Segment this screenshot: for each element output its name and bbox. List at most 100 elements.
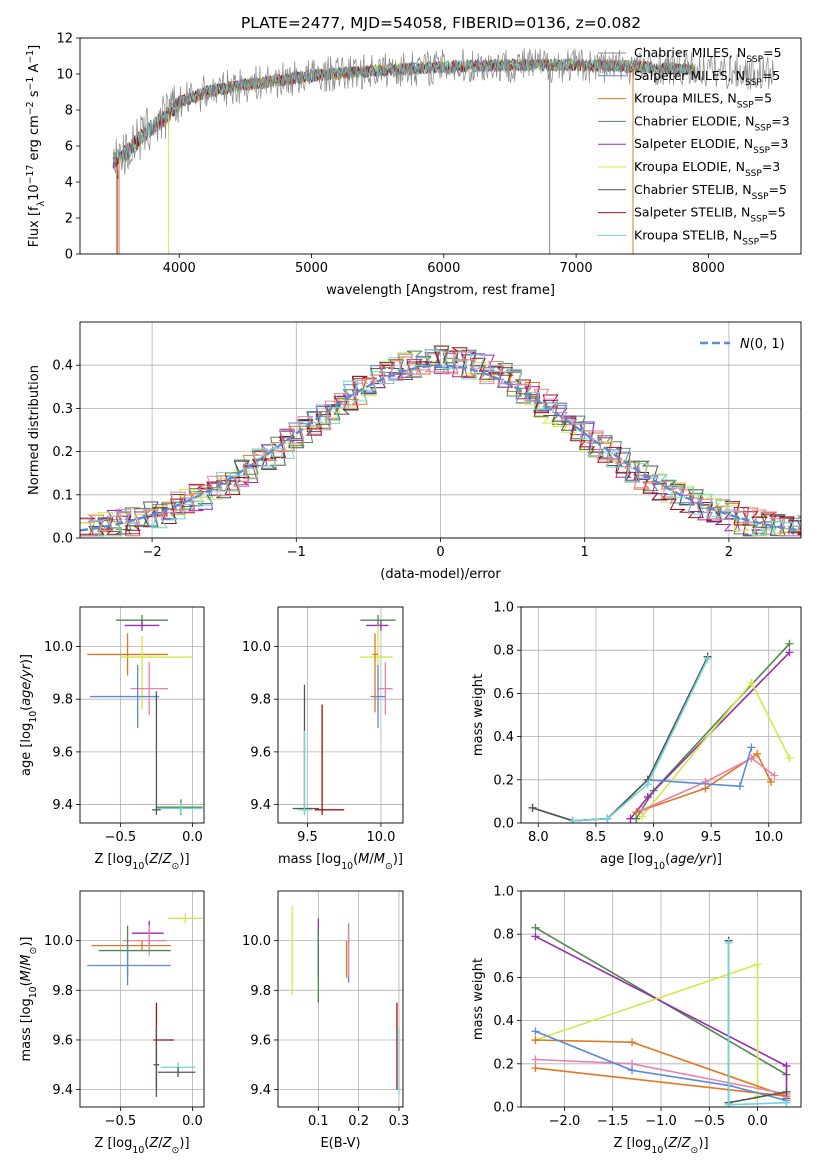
histogram-step — [80, 349, 801, 537]
weight-line — [535, 1030, 787, 1102]
y-tick-label: 10.0 — [242, 934, 271, 949]
mass_vs_ebv-frame — [277, 890, 404, 1108]
y-tick-label: 9.8 — [250, 984, 271, 999]
mass_vs_ebv-crosses — [291, 905, 400, 1095]
x-tick-label: −2.0 — [549, 1114, 581, 1129]
error-cross — [87, 945, 171, 986]
y-tick-label: 0.8 — [493, 928, 514, 943]
weight-point — [568, 816, 577, 823]
y-tick-label: 0.2 — [493, 1057, 514, 1072]
x-tick-label: 0.3 — [389, 1114, 410, 1129]
x-tick-label: 8000 — [692, 261, 725, 276]
age_vs_Z-crosses — [87, 614, 203, 816]
weight-point — [643, 793, 652, 802]
spectrum-line — [112, 58, 696, 167]
x-tick-label: 5000 — [295, 261, 328, 276]
spectrum-xlabel: wavelength [Angstrom, rest frame] — [326, 283, 555, 298]
histogram-step — [80, 351, 801, 537]
x-tick-label: 0.0 — [182, 1114, 203, 1129]
error-cross — [314, 704, 345, 816]
mass_vs_Z-frame — [79, 890, 205, 1108]
y-tick-label: 0.6 — [493, 971, 514, 986]
error-cross — [360, 614, 396, 626]
y-tick-label: 10.0 — [242, 640, 271, 655]
legend-entry: Chabrier MILES, NSSP=5 — [634, 45, 782, 65]
x-tick-label: 8.0 — [528, 830, 549, 845]
y-tick-label: 9.4 — [52, 798, 73, 813]
weight-line — [535, 963, 759, 1097]
y-tick-label: 0 — [65, 248, 73, 263]
weight-point — [785, 754, 794, 763]
x-tick-label: −1.5 — [597, 1114, 629, 1129]
mass_vs_Z-xlabel: Z [log10(Z/Z⊙)] — [94, 1136, 189, 1156]
residuals-frame — [79, 321, 802, 539]
mass_vs_Z-crosses — [87, 913, 203, 1098]
weight-series — [637, 678, 794, 821]
x-tick-label: 4000 — [163, 261, 196, 276]
y-tick-label: 4 — [65, 176, 73, 191]
x-tick-label: 10.0 — [754, 830, 783, 845]
y-tick-label: 0.2 — [52, 445, 73, 460]
x-tick-label: 10.0 — [366, 830, 395, 845]
weight-point — [703, 654, 712, 663]
weight-point — [603, 814, 612, 823]
figure-title: PLATE=2477, MJD=54058, FIBERID=0136, z=0… — [241, 14, 641, 32]
error-cross — [124, 620, 160, 631]
x-tick-label: 0.2 — [348, 1114, 369, 1129]
mass_weight_vs_age-frame — [520, 606, 802, 824]
legend-entry: Kroupa MILES, NSSP=5 — [634, 91, 772, 111]
y-tick-label: 0.0 — [493, 817, 514, 832]
weight-point — [785, 648, 794, 657]
error-cross — [378, 662, 393, 715]
x-tick-label: −0.5 — [105, 1114, 137, 1129]
y-tick-label: 9.8 — [250, 693, 271, 708]
x-tick-label: 0.0 — [182, 830, 203, 845]
y-tick-label: 9.6 — [250, 1033, 271, 1048]
error-cross — [131, 920, 164, 946]
y-tick-label: 0.8 — [493, 644, 514, 659]
spectrum-line — [112, 58, 696, 168]
x-tick-label: 8.5 — [586, 830, 607, 845]
weight-point — [637, 806, 646, 815]
weight-point — [531, 1064, 540, 1073]
x-tick-label: −2 — [143, 545, 162, 560]
age_vs_mass-crosses — [292, 614, 396, 816]
error-cross — [87, 633, 168, 676]
weight-series — [637, 754, 779, 815]
gaussian-curve — [80, 364, 801, 532]
mass_weight_vs_Z-lines — [531, 923, 791, 1107]
weight-point — [785, 639, 794, 648]
y-tick-label: 9.8 — [52, 984, 73, 999]
mass_weight_vs_age-lines — [528, 639, 794, 823]
x-tick-label: 0 — [436, 545, 444, 560]
y-tick-label: 9.4 — [52, 1083, 73, 1098]
mass_weight_vs_age-xlabel: age [log10(age/yr)] — [600, 852, 722, 872]
y-tick-label: 9.6 — [52, 1033, 73, 1048]
weight-point — [782, 1087, 791, 1096]
x-tick-label: −1 — [287, 545, 306, 560]
legend-entry: Salpeter ELODIE, NSSP=3 — [634, 136, 788, 156]
error-cross — [292, 684, 320, 814]
error-cross — [130, 662, 168, 715]
error-cross — [120, 635, 193, 710]
weight-series — [531, 1036, 791, 1101]
weight-point — [528, 803, 537, 812]
mass_weight_vs_Z-frame — [520, 890, 802, 1108]
x-tick-label: 7000 — [560, 261, 593, 276]
y-tick-label: 0.4 — [493, 730, 514, 745]
y-tick-label: 10.0 — [44, 934, 73, 949]
mass_vs_Z-axes: −0.5 0.0 9.4 9.6 9.8 10.0 — [44, 891, 204, 1129]
y-tick-label: 1.0 — [493, 885, 514, 900]
x-tick-label: −1.0 — [645, 1114, 677, 1129]
x-tick-label: 9.0 — [643, 830, 664, 845]
weight-series — [528, 652, 712, 823]
error-cross — [156, 803, 203, 814]
weight-line — [535, 1039, 787, 1097]
error-cross — [167, 913, 203, 924]
x-tick-label: 0.0 — [747, 1114, 768, 1129]
y-tick-label: 6 — [65, 140, 73, 155]
error-cross — [156, 799, 203, 816]
age_vs_Z-ylabel: age [log10(age/yr)] — [19, 654, 39, 776]
y-tick-label: 0.4 — [52, 359, 73, 374]
y-tick-label: 9.6 — [52, 745, 73, 760]
